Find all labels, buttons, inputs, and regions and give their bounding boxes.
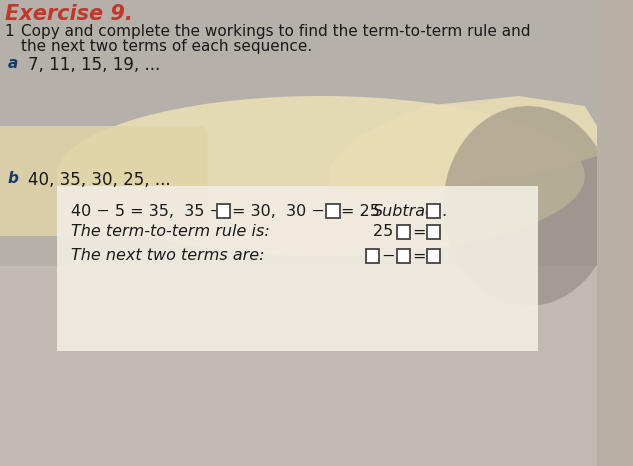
Text: .: .	[441, 204, 446, 219]
Ellipse shape	[56, 96, 585, 256]
Text: 7, 11, 15, 19, ...: 7, 11, 15, 19, ...	[28, 56, 161, 74]
Text: = 25: = 25	[341, 204, 380, 219]
Text: 40 − 5 = 35,  35 −: 40 − 5 = 35, 35 −	[71, 204, 223, 219]
Text: the next two terms of each sequence.: the next two terms of each sequence.	[21, 39, 312, 54]
Bar	[397, 225, 410, 239]
Text: Copy and complete the workings to find the term-to-term rule and: Copy and complete the workings to find t…	[21, 24, 530, 39]
FancyBboxPatch shape	[0, 0, 597, 266]
FancyBboxPatch shape	[0, 266, 597, 466]
Text: −: −	[381, 248, 394, 263]
Text: 25 −: 25 −	[373, 225, 411, 240]
FancyBboxPatch shape	[56, 186, 537, 351]
Bar	[427, 204, 441, 218]
Ellipse shape	[443, 106, 613, 306]
Text: Subtract: Subtract	[373, 204, 441, 219]
Bar	[427, 249, 441, 263]
Bar	[397, 249, 410, 263]
Text: =: =	[412, 248, 425, 263]
Text: = 30,  30 −: = 30, 30 −	[232, 204, 325, 219]
Text: b: b	[8, 171, 18, 186]
FancyBboxPatch shape	[0, 126, 208, 236]
Text: The term-to-term rule is:: The term-to-term rule is:	[71, 225, 270, 240]
Text: The next two terms are:: The next two terms are:	[71, 248, 264, 263]
Bar	[327, 204, 339, 218]
Text: a: a	[8, 56, 18, 71]
Text: =: =	[412, 225, 425, 240]
Polygon shape	[330, 96, 597, 206]
Text: 40, 35, 30, 25, ...: 40, 35, 30, 25, ...	[28, 171, 171, 189]
Text: Exercise 9.: Exercise 9.	[4, 4, 132, 24]
Bar	[217, 204, 230, 218]
Bar	[427, 225, 441, 239]
Text: 1: 1	[4, 24, 15, 39]
Bar	[366, 249, 379, 263]
